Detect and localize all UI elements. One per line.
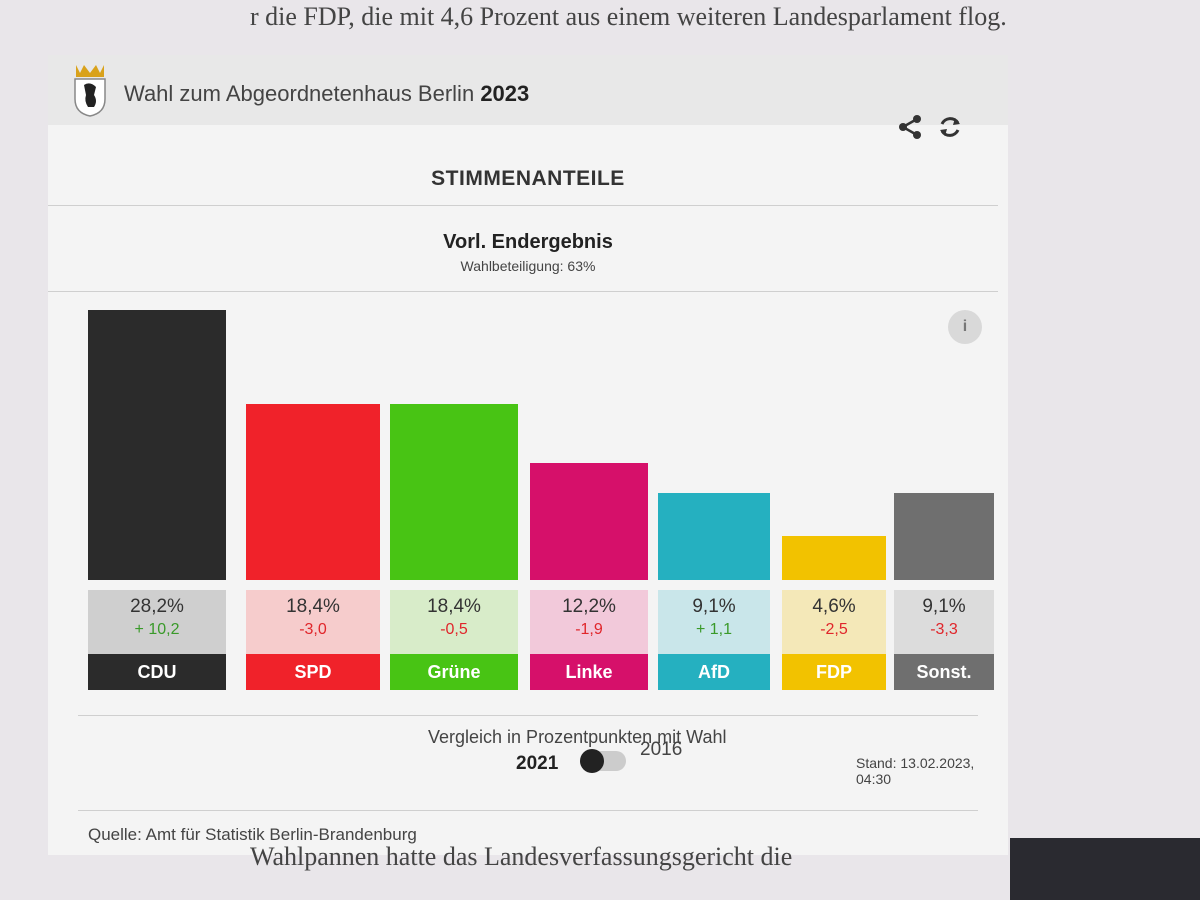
bar-sonst (894, 493, 994, 580)
article-text-bottom: Wahlpannen hatte das Landesverfassungsge… (250, 842, 793, 871)
refresh-icon[interactable] (936, 113, 964, 141)
value-box: 9,1% -3,3 (894, 590, 994, 654)
party-label: Grüne (390, 654, 518, 690)
widget-title: Wahl zum Abgeordnetenhaus Berlin 2023 (124, 81, 530, 106)
turnout-label: Wahlbeteiligung: 63% (460, 258, 596, 274)
bar-spd (246, 404, 380, 580)
value-label: 18,4% (427, 596, 481, 617)
value-label: 9,1% (692, 596, 736, 617)
value-box: 28,2% + 10,2 (88, 590, 226, 654)
value-label: 4,6% (812, 596, 856, 617)
result-title: Vorl. Endergebnis (443, 231, 613, 253)
party-label: Linke (530, 654, 648, 690)
value-label: 12,2% (562, 596, 616, 617)
divider (48, 205, 998, 206)
value-label: 9,1% (922, 596, 966, 617)
party-label: Sonst. (894, 654, 994, 690)
share-icon[interactable] (896, 113, 924, 141)
taskbar (1010, 838, 1200, 900)
diff-label: -0,5 (440, 621, 468, 638)
timestamp-label: Stand: 13.02.2023, 04:30 (856, 755, 975, 787)
bar-linke (530, 463, 648, 580)
value-box: 18,4% -3,0 (246, 590, 380, 654)
toggle-knob[interactable] (580, 749, 604, 773)
party-label: SPD (246, 654, 380, 690)
diff-label: -2,5 (820, 621, 848, 638)
value-box: 18,4% -0,5 (390, 590, 518, 654)
divider (48, 291, 998, 292)
divider (78, 810, 978, 811)
divider (78, 715, 978, 716)
diff-label: -3,0 (299, 621, 327, 638)
value-box: 12,2% -1,9 (530, 590, 648, 654)
year-toggle[interactable] (580, 749, 626, 773)
comparison-label: Vergleich in Prozentpunkten mit Wahl (428, 727, 727, 747)
party-label: FDP (782, 654, 886, 690)
diff-label: -1,9 (575, 621, 603, 638)
value-label: 18,4% (286, 596, 340, 617)
bar-fdp (782, 536, 886, 580)
value-label: 28,2% (130, 596, 184, 617)
article-text-top: r die FDP, die mit 4,6 Prozent aus einem… (250, 2, 1007, 31)
source-label: Quelle: Amt für Statistik Berlin-Branden… (88, 825, 417, 844)
info-button[interactable]: i (948, 310, 982, 344)
berlin-crest-icon (74, 65, 106, 117)
year-2021-label[interactable]: 2021 (516, 753, 559, 774)
party-label: AfD (658, 654, 770, 690)
bar-afd (658, 493, 770, 580)
section-title: STIMMENANTEILE (431, 167, 625, 190)
diff-label: + 10,2 (134, 621, 180, 638)
widget-header: Wahl zum Abgeordnetenhaus Berlin 2023 (48, 55, 1008, 125)
year-2016-label[interactable]: 2016 (640, 739, 683, 760)
party-label: CDU (88, 654, 226, 690)
bar-grne (390, 404, 518, 580)
value-box: 4,6% -2,5 (782, 590, 886, 654)
value-box: 9,1% + 1,1 (658, 590, 770, 654)
bar-cdu (88, 310, 226, 580)
election-widget: Wahl zum Abgeordnetenhaus Berlin 2023 ST… (48, 55, 1008, 855)
diff-label: -3,3 (930, 621, 958, 638)
diff-label: + 1,1 (695, 621, 733, 638)
